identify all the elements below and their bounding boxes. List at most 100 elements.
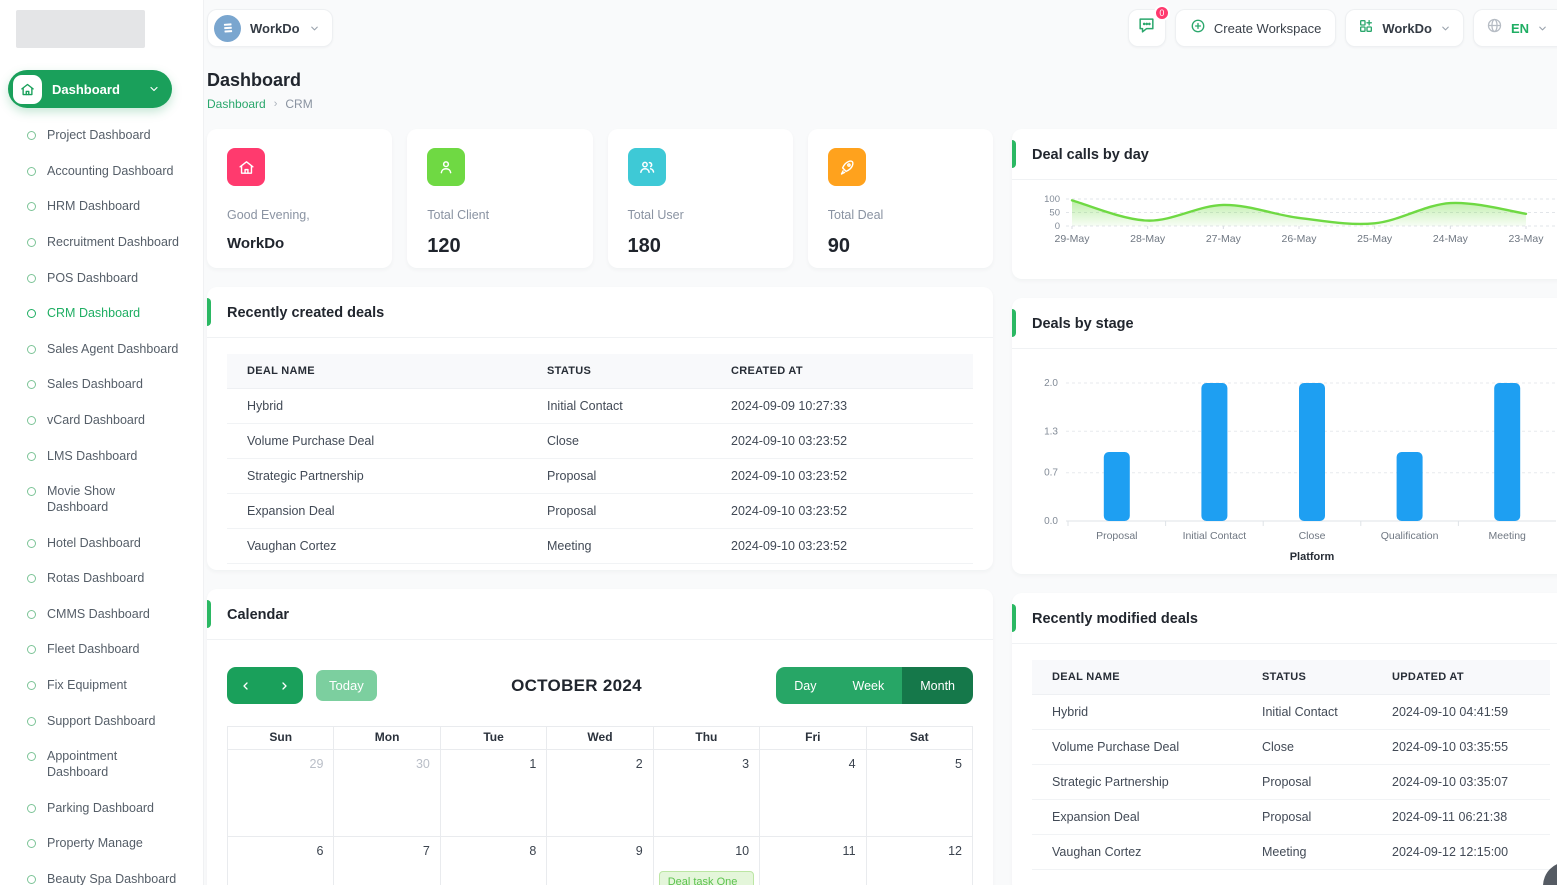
day-header: Sat xyxy=(865,726,974,750)
bullet-icon xyxy=(27,839,36,849)
sidebar-item-beauty-spa-dashboard[interactable]: Beauty Spa Dashboard xyxy=(0,862,203,885)
sidebar-item-movie-show-dashboard[interactable]: Movie Show Dashboard xyxy=(0,474,203,525)
table-row: Volume Purchase Deal Close 2024-09-10 03:3… xyxy=(1032,730,1550,765)
column-header: DEAL NAME xyxy=(1052,671,1120,683)
sidebar-item-sales-agent-dashboard[interactable]: Sales Agent Dashboard xyxy=(0,332,203,368)
sidebar-item-pos-dashboard[interactable]: POS Dashboard xyxy=(0,261,203,297)
view-button-week[interactable]: Week xyxy=(834,667,903,704)
calendar-day-cell[interactable]: 10 Deal task One xyxy=(652,836,761,885)
language-selector[interactable]: EN xyxy=(1472,9,1557,47)
sidebar-item-rotas-dashboard[interactable]: Rotas Dashboard xyxy=(0,561,203,597)
view-button-month[interactable]: Month xyxy=(902,667,973,704)
calendar-day-cell[interactable]: 3 xyxy=(652,749,761,837)
column-header: CREATED AT xyxy=(731,365,803,377)
sidebar-item-crm-dashboard[interactable]: CRM Dashboard xyxy=(0,296,203,332)
svg-text:50: 50 xyxy=(1049,208,1060,219)
deal-calls-chart: 100 50 0 29-May 28-May 27-May 26-May 25-May 24-M… xyxy=(1012,180,1557,251)
messages-button[interactable]: 0 xyxy=(1127,5,1170,47)
table-cell: Proposal xyxy=(547,469,597,483)
table-cell: 2024-09-10 03:23:52 xyxy=(731,434,848,448)
breadcrumb-dashboard-link[interactable]: Dashboard xyxy=(207,97,266,111)
calendar-day-cell[interactable]: 6 xyxy=(226,836,335,885)
table-cell: Vaughan Cortez xyxy=(1052,845,1142,859)
day-number: 3 xyxy=(742,757,750,771)
calendar-day-cell[interactable]: 2 xyxy=(546,749,654,837)
sidebar-item-fleet-dashboard[interactable]: Fleet Dashboard xyxy=(0,632,203,668)
calendar-day-cell[interactable]: 12 xyxy=(865,836,974,885)
calendar-day-cell[interactable]: 9 xyxy=(546,836,654,885)
table-row: Expansion Deal Proposal 2024-09-10 03:23:5… xyxy=(227,494,973,529)
workspace-selector[interactable]: WorkDo xyxy=(207,9,333,47)
sidebar-dashboard-button[interactable]: Dashboard xyxy=(8,70,172,108)
deals-by-stage-card: Deals by stage 2.0 1.3 0.7 0.0 Proposal Initi… xyxy=(1012,298,1557,574)
table-row: Volume Purchase Deal Close 2024-09-10 03:2… xyxy=(227,424,973,459)
calendar-day-cell[interactable]: 29 xyxy=(226,749,335,837)
sidebar-item-hrm-dashboard[interactable]: HRM Dashboard xyxy=(0,189,203,225)
deals-by-stage-chart: 2.0 1.3 0.7 0.0 Proposal Initial Contact Close… xyxy=(1012,349,1557,574)
sidebar-item-parking-dashboard[interactable]: Parking Dashboard xyxy=(0,791,203,827)
calendar-day-cell[interactable]: 1 xyxy=(439,749,548,837)
calendar-day-cell[interactable]: 11 xyxy=(759,836,867,885)
calendar-event[interactable]: Deal task One xyxy=(658,871,755,885)
prev-month-button[interactable] xyxy=(227,667,265,704)
card-title: Recently modified deals xyxy=(1032,611,1198,627)
app-logo[interactable] xyxy=(16,10,145,48)
calendar-day-cell[interactable]: 5 xyxy=(865,749,974,837)
calendar-day-cell[interactable]: 7 xyxy=(333,836,441,885)
svg-text:28-May: 28-May xyxy=(1130,233,1166,245)
sidebar-item-property-manage[interactable]: Property Manage xyxy=(0,826,203,862)
sidebar-item-cmms-dashboard[interactable]: CMMS Dashboard xyxy=(0,597,203,633)
company-selector[interactable]: WorkDo xyxy=(1345,9,1464,47)
next-month-button[interactable] xyxy=(265,667,303,704)
day-header: Tue xyxy=(439,726,548,750)
language-code: EN xyxy=(1510,20,1529,36)
view-button-day[interactable]: Day xyxy=(776,667,835,704)
sidebar-item-lms-dashboard[interactable]: LMS Dashboard xyxy=(0,439,203,475)
user-icon xyxy=(427,148,466,186)
today-button[interactable]: Today xyxy=(316,670,377,701)
sidebar-item-label: Sales Agent Dashboard xyxy=(47,341,179,356)
sidebar-item-vcard-dashboard[interactable]: vCard Dashboard xyxy=(0,403,203,439)
svg-text:Close: Close xyxy=(1299,530,1326,542)
svg-text:25-May: 25-May xyxy=(1357,233,1393,245)
table-row: Hybrid Initial Contact 2024-09-10 04:41:59 xyxy=(1032,695,1550,730)
calendar-week-row: 29 30 1 2 3 4 5 xyxy=(226,749,974,837)
right-column: Deal calls by day 100 50 0 29-May 28-May 27-M… xyxy=(1012,129,1557,885)
svg-text:Proposal: Proposal xyxy=(1096,530,1137,542)
calendar-view-switch: Day Week Month xyxy=(776,667,973,704)
create-workspace-button[interactable]: Create Workspace xyxy=(1174,9,1337,47)
calendar-day-cell[interactable]: 30 xyxy=(333,749,441,837)
day-header: Sun xyxy=(226,726,335,750)
sidebar-item-sales-dashboard[interactable]: Sales Dashboard xyxy=(0,367,203,403)
sidebar-item-project-dashboard[interactable]: Project Dashboard xyxy=(0,118,203,154)
sidebar-item-appointment-dashboard[interactable]: Appointment Dashboard xyxy=(0,739,203,790)
sidebar-dashboard-label: Dashboard xyxy=(52,81,120,97)
users-icon xyxy=(627,148,666,186)
stat-label: Good Evening, xyxy=(227,208,310,222)
left-column: Good Evening, WorkDo Total Client 120 xyxy=(207,129,993,885)
card-title: Calendar xyxy=(227,607,290,623)
day-number: 10 xyxy=(735,844,750,858)
bullet-icon xyxy=(27,309,36,319)
sidebar-item-hotel-dashboard[interactable]: Hotel Dashboard xyxy=(0,526,203,562)
bullet-icon xyxy=(27,752,36,762)
table-cell: Initial Contact xyxy=(547,399,623,413)
main-content: Dashboard Dashboard › CRM Good Evening, … xyxy=(203,56,1557,885)
sidebar-item-support-dashboard[interactable]: Support Dashboard xyxy=(0,704,203,740)
column-header: STATUS xyxy=(1262,671,1307,683)
card-title: Deals by stage xyxy=(1032,316,1134,332)
sidebar-item-label: Parking Dashboard xyxy=(47,800,155,815)
sidebar-item-accounting-dashboard[interactable]: Accounting Dashboard xyxy=(0,154,203,190)
calendar-day-cell[interactable]: 8 xyxy=(439,836,548,885)
chevron-down-icon xyxy=(309,23,320,34)
home-icon xyxy=(13,74,42,104)
svg-text:0: 0 xyxy=(1055,221,1060,232)
day-number: 1 xyxy=(529,757,537,771)
sidebar-item-fix-equipment[interactable]: Fix Equipment xyxy=(0,668,203,704)
sidebar-item-recruitment-dashboard[interactable]: Recruitment Dashboard xyxy=(0,225,203,261)
calendar-day-cell[interactable]: 4 xyxy=(759,749,867,837)
sidebar-item-label: Hotel Dashboard xyxy=(47,535,141,550)
sidebar-item-label: Rotas Dashboard xyxy=(47,571,145,586)
svg-text:100: 100 xyxy=(1044,194,1060,205)
